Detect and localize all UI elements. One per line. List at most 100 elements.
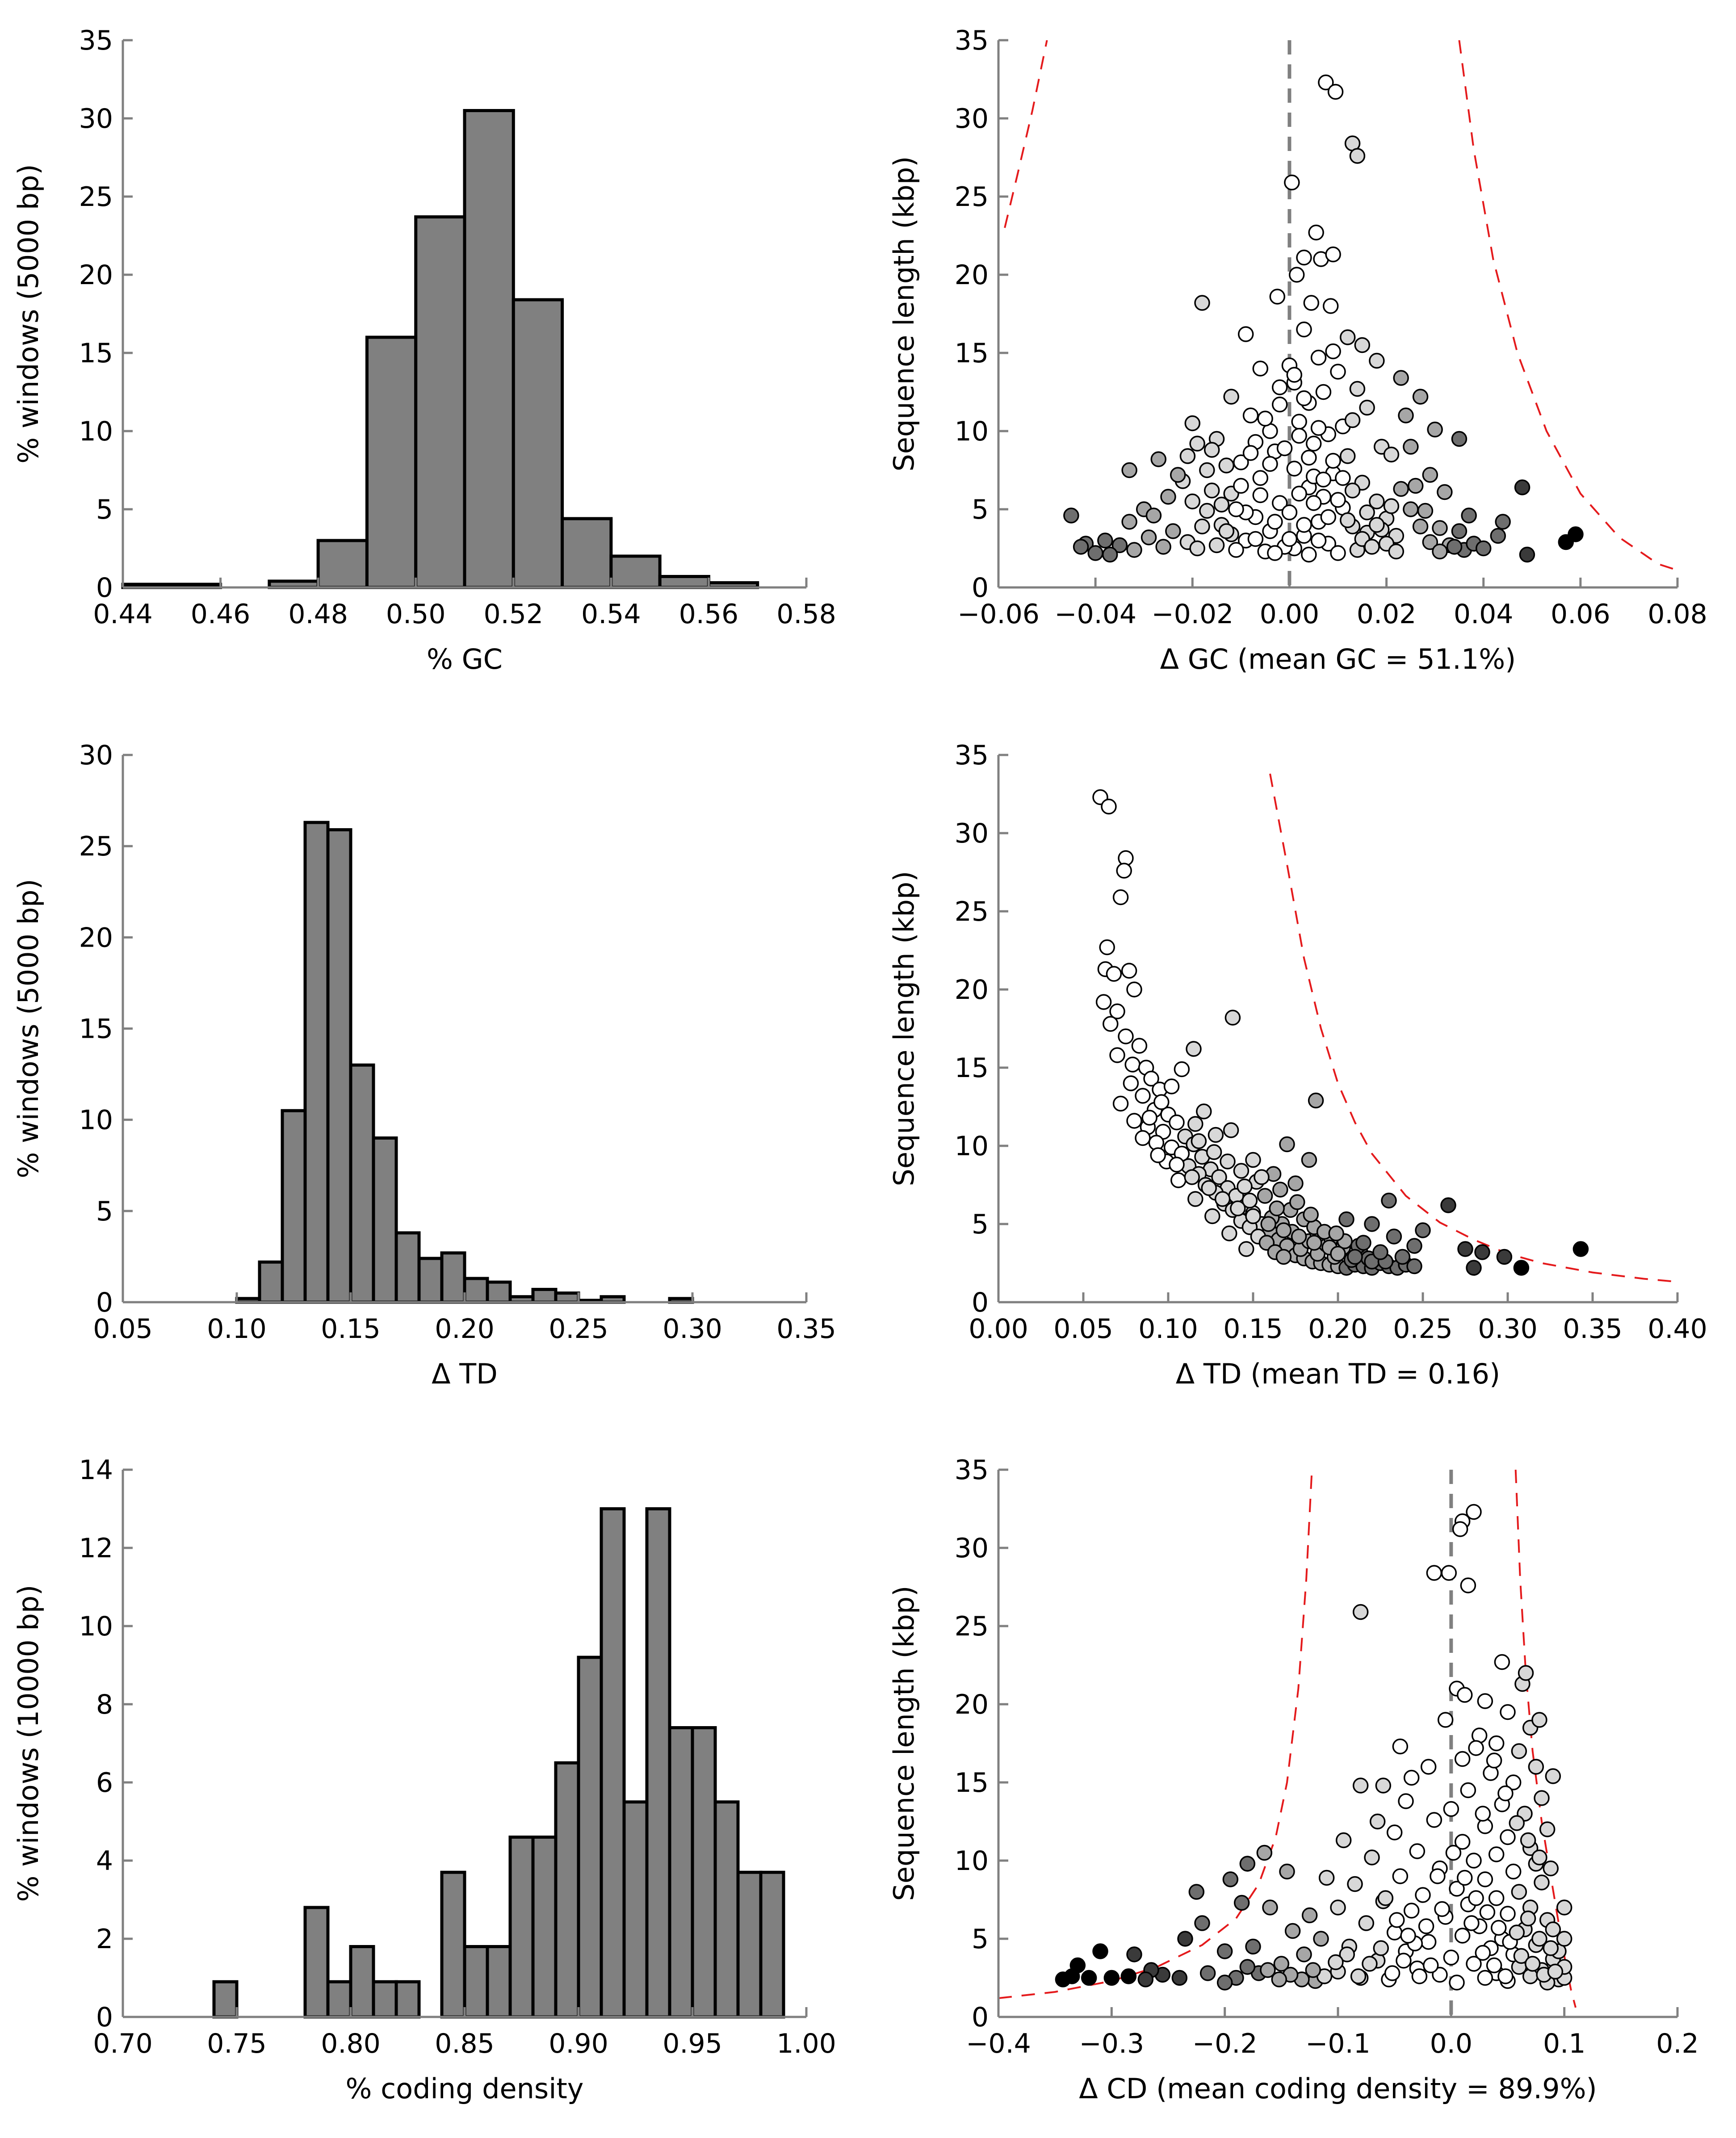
scatter-point: [1475, 1806, 1491, 1822]
histogram-bar: [486, 1945, 512, 2019]
scatter-point: [1284, 1923, 1301, 1939]
scatter-point: [1179, 448, 1196, 464]
scatter-point: [1275, 1249, 1292, 1265]
scatter-point: [1406, 1238, 1422, 1254]
scatter-point: [1291, 486, 1307, 502]
scatter-point: [1169, 1157, 1185, 1173]
scatter-point: [1194, 518, 1210, 535]
scatter-point: [1403, 1903, 1420, 1919]
histogram-bar: [417, 1257, 444, 1304]
scatter-point: [1412, 389, 1429, 405]
scatter-point: [1347, 1876, 1363, 1892]
histogram-bar: [622, 1800, 649, 2019]
histogram-bar: [349, 1945, 375, 2019]
scatter-point: [1364, 539, 1380, 555]
histogram-bar: [668, 1726, 694, 2019]
scatter-point: [1572, 1241, 1589, 1257]
scatter-point: [1325, 453, 1341, 469]
scatter-point: [1121, 514, 1137, 530]
histogram-bar: [258, 1260, 284, 1304]
scatter-point: [1189, 540, 1205, 557]
panel-gc-histogram: 0 5 10 15 20 25 30 35 0.44 0.46 0.48 0.50 0.52 0.54 0.…: [12, 25, 836, 675]
scatter-point: [1495, 514, 1511, 530]
x-axis-label: Δ CD (mean coding density = 89.9%): [1079, 2072, 1597, 2105]
y-tick-label: 8: [96, 1689, 113, 1720]
scatter-point: [1418, 1918, 1434, 1934]
scatter-point: [1221, 1225, 1237, 1241]
scatter-point: [1556, 1931, 1572, 1947]
scatter-point: [1239, 1959, 1256, 1975]
scatter-point: [1451, 431, 1468, 447]
scatter-point: [1081, 1970, 1097, 1986]
scatter-point: [1339, 1946, 1355, 1962]
scatter-point: [1269, 1200, 1285, 1216]
scatter-point: [1301, 449, 1317, 466]
scatter-point: [1163, 1078, 1180, 1094]
x-tick-label: −0.04: [1054, 599, 1136, 630]
scatter-point: [1095, 994, 1112, 1010]
scatter-point: [1454, 1834, 1471, 1850]
scatter-point: [1126, 981, 1142, 998]
histogram-bar: [281, 1109, 307, 1304]
scatter-point: [1135, 1130, 1151, 1146]
y-axis-label: Sequence length (kbp): [888, 871, 920, 1186]
y-tick-label: 35: [955, 1455, 989, 1486]
y-tick-label: 5: [972, 1924, 989, 1955]
y-tick-label: 0: [96, 2002, 113, 2033]
scatter-point: [1141, 529, 1157, 545]
x-tick-label: 0.75: [207, 2028, 267, 2059]
scatter-point: [1188, 1884, 1205, 1900]
scatter-point: [1381, 1192, 1397, 1209]
scatter-point: [1106, 966, 1122, 982]
scatter-point: [1403, 501, 1419, 517]
scatter-point: [1409, 1843, 1426, 1859]
y-tick-label: 10: [955, 416, 989, 447]
x-tick-label: 0.90: [549, 2028, 608, 2059]
y-tick-label: 15: [79, 1014, 113, 1045]
panel-td-scatter: 0 5 10 15 20 25 30 35 0.00 0.05 0.10 0.15 0.20 0.25 0.…: [888, 740, 1707, 1390]
scatter-point: [1174, 1061, 1190, 1077]
scatter-point: [1568, 526, 1584, 542]
scatter-point: [1233, 1895, 1250, 1911]
panel-cd-histogram: 0 2 4 6 8 10 12 14 0.70 0.75 0.80 0.85 0.90 0.95 1.00%…: [12, 1455, 836, 2105]
x-tick-label: 1.00: [776, 2028, 836, 2059]
y-tick-label: 0: [96, 572, 113, 604]
y-tick-label: 0: [96, 1287, 113, 1318]
scatter-point: [1273, 1956, 1290, 1972]
scatter-point: [1131, 1038, 1148, 1054]
scatter-point: [1531, 1931, 1547, 1947]
y-axis-label: % windows (5000 bp): [12, 164, 45, 463]
scatter-point: [1497, 1785, 1514, 1802]
scatter-point: [1513, 1948, 1530, 1964]
y-tick-label: 25: [79, 181, 113, 213]
histogram-bar: [365, 335, 418, 589]
scatter-point: [1362, 1956, 1378, 1972]
y-tick-label: 30: [79, 103, 113, 134]
scatter-point: [1547, 1963, 1564, 1980]
scatter-point: [1488, 1890, 1505, 1906]
x-tick-label: 0.06: [1551, 599, 1610, 630]
scatter-point: [1187, 1116, 1203, 1132]
x-tick-label: 0.10: [1138, 1313, 1198, 1345]
scatter-point: [1301, 1907, 1318, 1924]
histogram-bar: [440, 1870, 466, 2019]
scatter-point: [1460, 1577, 1476, 1593]
scatter-point: [1145, 507, 1162, 524]
scatter-point: [1222, 1871, 1239, 1887]
scatter-point: [1194, 1915, 1210, 1931]
scatter-point: [1339, 448, 1356, 464]
scatter-point: [1281, 531, 1298, 547]
scatter-point: [1514, 479, 1531, 495]
x-tick-label: 0.70: [93, 2028, 153, 2059]
x-axis-label: % coding density: [346, 2072, 584, 2105]
scatter-point: [1103, 1016, 1119, 1032]
scatter-point: [1101, 798, 1117, 815]
scatter-point: [1490, 528, 1506, 544]
scatter-point: [1422, 534, 1438, 550]
scatter-point: [1406, 1258, 1422, 1274]
scatter-point: [1087, 545, 1103, 561]
scatter-point: [1335, 470, 1351, 486]
scatter-point: [1271, 495, 1288, 511]
scatter-point: [1417, 503, 1434, 519]
scatter-point: [1262, 1899, 1278, 1916]
